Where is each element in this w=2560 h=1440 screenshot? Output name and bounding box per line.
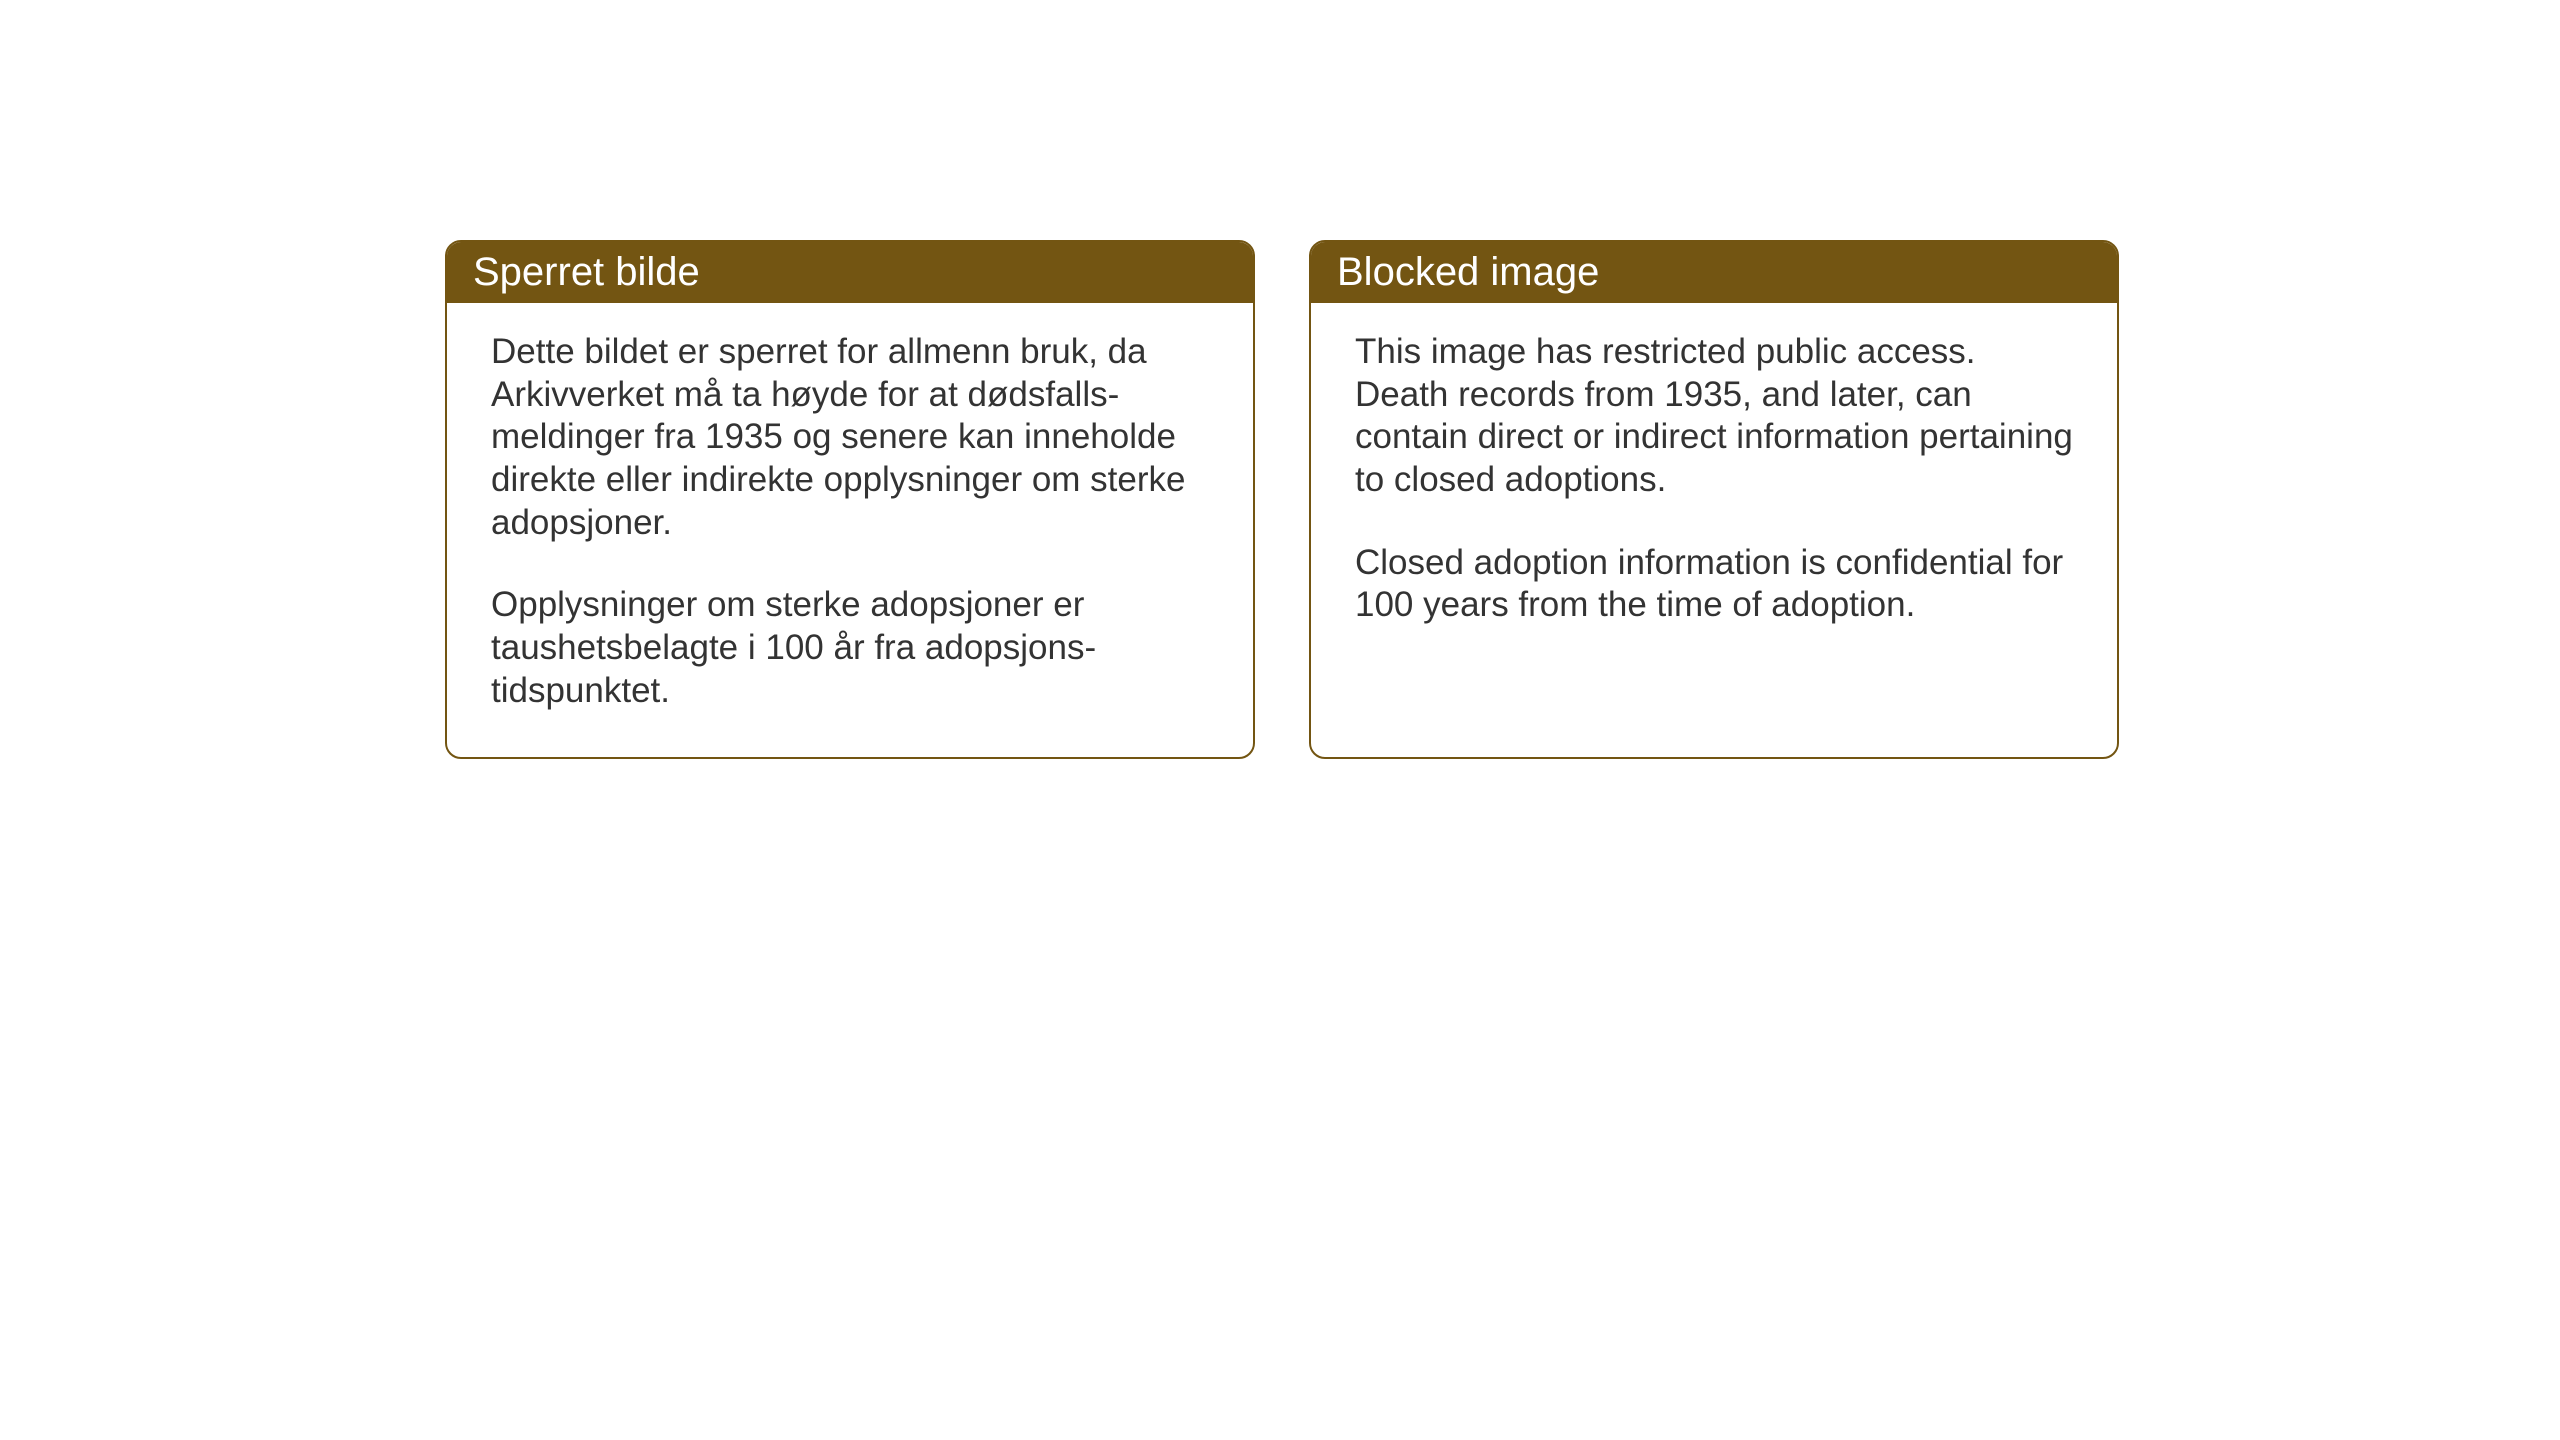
english-card-title: Blocked image (1311, 242, 2117, 303)
english-card-body: This image has restricted public access.… (1311, 303, 2117, 671)
notice-container: Sperret bilde Dette bildet er sperret fo… (445, 240, 2119, 759)
norwegian-card-body: Dette bildet er sperret for allmenn bruk… (447, 303, 1253, 757)
norwegian-paragraph-1: Dette bildet er sperret for allmenn bruk… (491, 331, 1209, 544)
norwegian-paragraph-2: Opplysninger om sterke adopsjoner er tau… (491, 584, 1209, 712)
english-notice-card: Blocked image This image has restricted … (1309, 240, 2119, 759)
english-paragraph-1: This image has restricted public access.… (1355, 331, 2073, 502)
english-paragraph-2: Closed adoption information is confident… (1355, 542, 2073, 627)
norwegian-notice-card: Sperret bilde Dette bildet er sperret fo… (445, 240, 1255, 759)
norwegian-card-title: Sperret bilde (447, 242, 1253, 303)
